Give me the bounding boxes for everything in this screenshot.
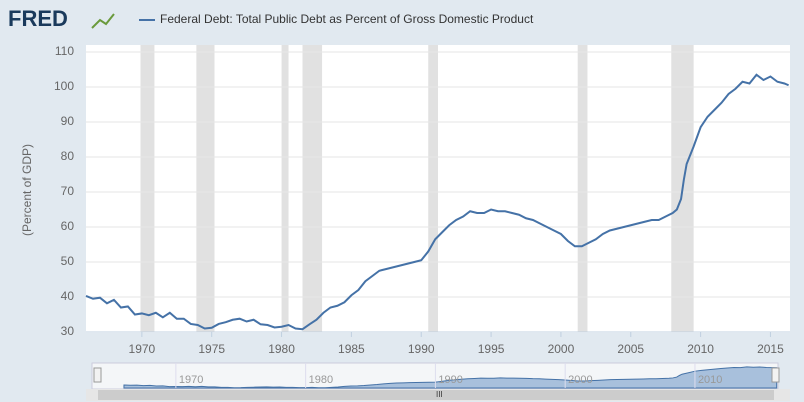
legend-label: Federal Debt: Total Public Debt as Perce… (160, 12, 534, 26)
line (85, 73, 789, 331)
x-tick-label: 1975 (198, 342, 225, 356)
navigator-tick-label: 2010 (698, 374, 722, 386)
recession-band (140, 45, 155, 332)
navigator-tick-label: 1970 (179, 374, 203, 386)
recession-band (302, 45, 323, 332)
y-tick-label: 40 (61, 289, 75, 303)
recession-band (281, 45, 289, 332)
x-tick-label: 1990 (408, 342, 435, 356)
y-tick-label: 60 (61, 219, 75, 233)
navigator-tick-label: 1990 (438, 374, 462, 386)
y-tick-label: 50 (61, 254, 75, 268)
navigator-tick-label: 2000 (568, 374, 592, 386)
recession-band (196, 45, 215, 332)
logo: FRED (8, 6, 68, 31)
x-tick-label: 2005 (617, 342, 644, 356)
scrollbar-grip: III (436, 390, 443, 399)
x-tick-label: 1995 (478, 342, 505, 356)
navigator-tick-label: 1980 (309, 374, 333, 386)
y-tick-label: 110 (55, 44, 74, 58)
x-tick-label: 2000 (548, 342, 575, 356)
x-tick-label: 1980 (268, 342, 295, 356)
x-tick-label: 2015 (757, 342, 784, 356)
x-tick-label: 2010 (687, 342, 714, 356)
y-tick-label: 30 (61, 324, 75, 338)
y-tick-label: 70 (61, 184, 75, 198)
navigator-handle[interactable] (93, 367, 102, 383)
recession-band (577, 45, 588, 332)
navigator-handle[interactable] (771, 367, 780, 383)
y-tick-label: 100 (54, 79, 74, 93)
scrollbar-thumb[interactable] (98, 390, 774, 400)
logo-icon (91, 13, 115, 29)
y-tick-label: 80 (61, 149, 75, 163)
y-axis-label: (Percent of GDP) (20, 144, 34, 236)
x-tick-label: 1970 (129, 342, 156, 356)
y-tick-label: 90 (61, 114, 75, 128)
navigator-area (123, 366, 778, 389)
recession-band (428, 45, 438, 332)
x-tick-label: 1985 (338, 342, 365, 356)
